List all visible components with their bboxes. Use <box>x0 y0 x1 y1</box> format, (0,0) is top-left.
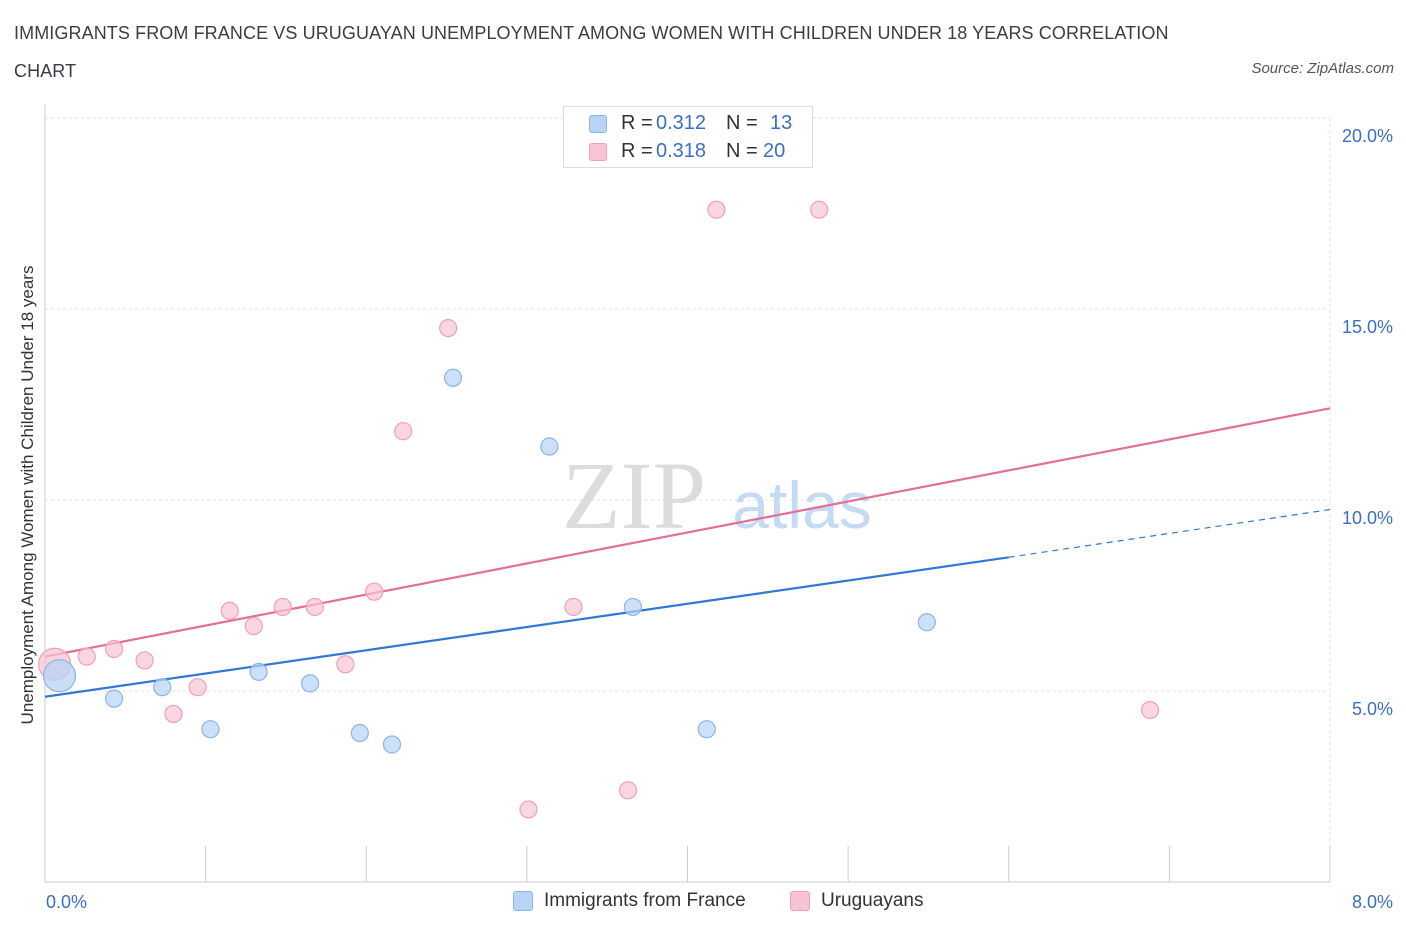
legend-swatch-france <box>513 891 533 911</box>
point-uruguayans <box>365 582 384 601</box>
watermark-zip: ZIP <box>562 442 706 549</box>
point-france <box>350 723 369 743</box>
legend-swatch-france <box>589 115 607 133</box>
r-value: 0.312 <box>656 112 707 134</box>
point-uruguayans <box>244 616 263 636</box>
point-france <box>249 662 268 682</box>
point-uruguayans <box>618 781 638 800</box>
watermark-atlas: atlas <box>732 468 871 542</box>
legend-swatch-uruguayans <box>589 143 607 161</box>
point-france <box>201 720 220 739</box>
point-france <box>104 689 124 708</box>
point-uruguayans <box>188 678 207 697</box>
n-label: N = <box>726 140 758 162</box>
point-uruguayans <box>305 597 324 617</box>
point-france <box>153 678 172 697</box>
r-label: R = <box>621 140 653 162</box>
r-label: R = <box>621 112 653 134</box>
point-uruguayans <box>336 655 355 674</box>
point-france <box>623 597 642 617</box>
y-tick-label: 10.0% <box>1342 508 1393 528</box>
point-uruguayans <box>1140 700 1160 720</box>
point-france <box>42 659 77 693</box>
point-uruguayans <box>564 597 583 617</box>
x-tick-label: 8.0% <box>1352 892 1393 912</box>
point-uruguayans <box>394 422 413 441</box>
y-axis-label: Unemployment Among Women with Children U… <box>18 266 37 725</box>
point-uruguayans <box>164 704 183 724</box>
source-label: Source: ZipAtlas.com <box>1251 60 1394 77</box>
legend-swatch-uruguayans <box>790 891 810 911</box>
point-france <box>443 368 463 387</box>
point-uruguayans <box>77 647 96 666</box>
n-label: N = <box>726 112 758 134</box>
x-tick-label: 0.0% <box>46 892 87 912</box>
point-uruguayans <box>810 200 829 219</box>
point-france <box>300 674 320 693</box>
r-value: 0.318 <box>656 140 707 162</box>
point-uruguayans <box>104 639 124 659</box>
n-value: 20 <box>763 140 786 162</box>
trendline-france-extension <box>1008 508 1331 558</box>
stats-legend: R = 0.312 N = 13 R = 0.318 N = 20 <box>563 106 813 168</box>
point-uruguayans <box>439 319 458 338</box>
trendline-france <box>44 556 1009 698</box>
y-tick-label: 15.0% <box>1342 317 1393 337</box>
y-tick-label: 5.0% <box>1352 699 1393 719</box>
y-tick-label: 20.0% <box>1342 126 1393 146</box>
trendline-uruguayans <box>44 407 1331 658</box>
point-uruguayans <box>273 597 292 617</box>
n-value: 13 <box>770 112 793 134</box>
point-france <box>382 735 402 754</box>
series-legend-label: Uruguayans <box>821 890 924 911</box>
point-france <box>540 437 559 456</box>
point-france <box>917 613 936 632</box>
point-france <box>697 720 716 739</box>
stats-legend-row-france: R = 0.312 N = 13 <box>564 110 812 138</box>
series-legend-label: Immigrants from France <box>544 890 746 911</box>
point-uruguayans <box>707 200 726 219</box>
point-uruguayans <box>519 800 538 819</box>
point-uruguayans <box>135 651 154 670</box>
chart-title: IMMIGRANTS FROM FRANCE VS URUGUAYAN UNEM… <box>14 23 1169 81</box>
stats-legend-row-uruguayans: R = 0.318 N = 20 <box>564 138 812 166</box>
point-uruguayans <box>220 601 239 620</box>
